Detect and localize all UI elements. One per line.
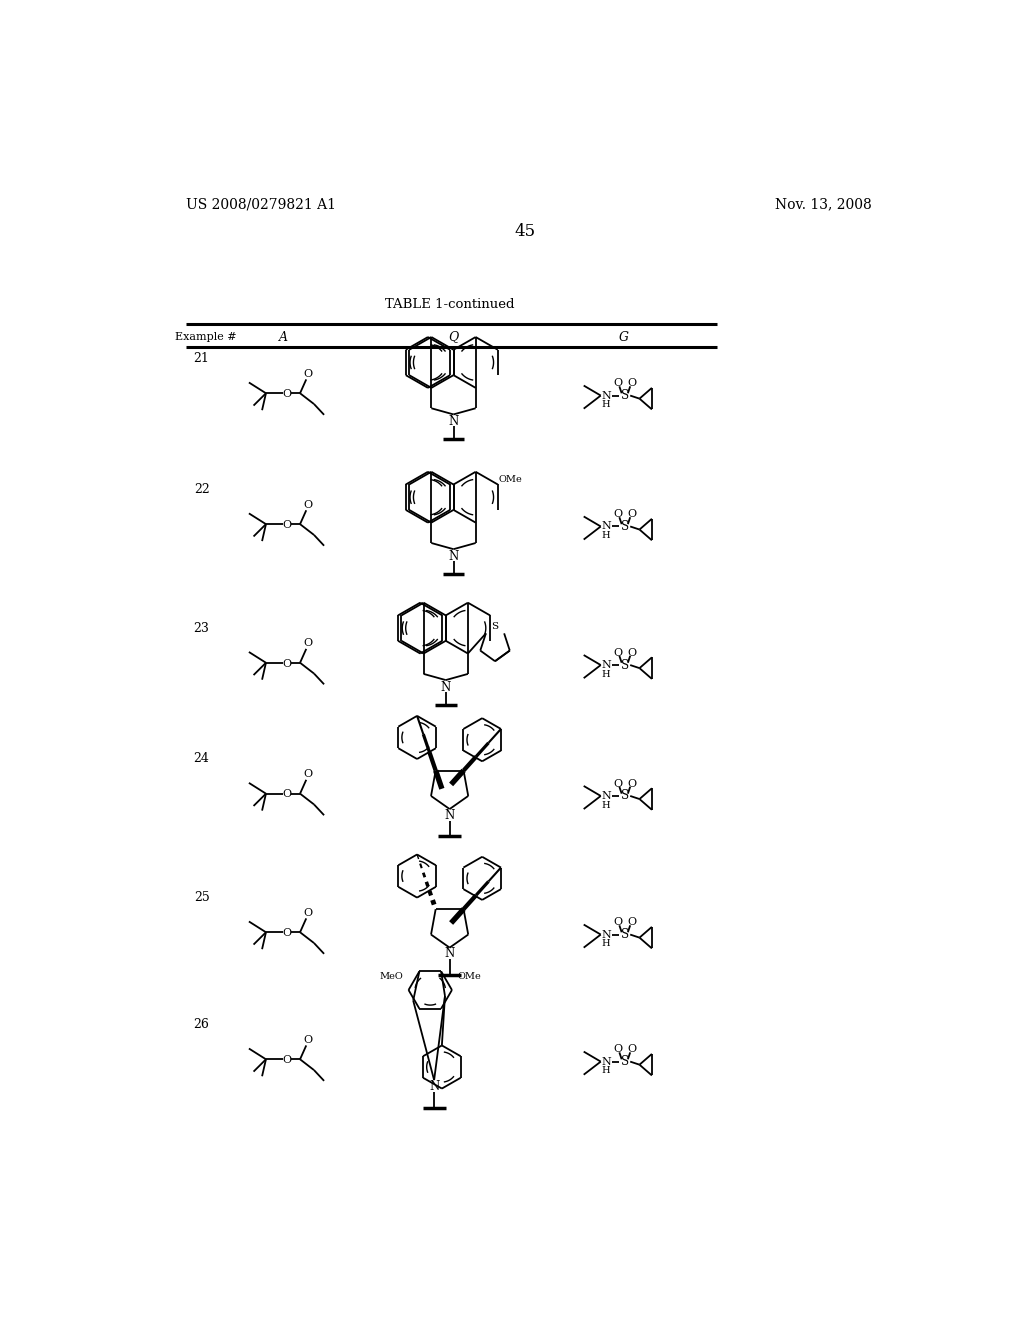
Text: N: N [601, 929, 611, 940]
Text: N: N [601, 791, 611, 801]
Text: 22: 22 [194, 483, 210, 496]
Text: G: G [618, 330, 629, 343]
Text: H: H [602, 1067, 610, 1076]
Text: O: O [303, 908, 312, 917]
Text: H: H [602, 400, 610, 409]
Text: 24: 24 [194, 752, 210, 766]
Text: O: O [303, 1035, 312, 1045]
Text: O: O [283, 520, 292, 529]
Text: O: O [283, 389, 292, 399]
Text: Example #: Example # [175, 333, 237, 342]
Text: N: N [429, 1080, 439, 1093]
Text: N: N [440, 681, 451, 693]
Text: N: N [601, 660, 611, 671]
Text: 26: 26 [194, 1018, 210, 1031]
Text: N: N [444, 948, 455, 961]
Text: H: H [602, 801, 610, 809]
Text: A: A [279, 330, 288, 343]
Text: N: N [444, 809, 455, 822]
Text: 45: 45 [514, 223, 536, 240]
Text: O: O [627, 510, 636, 519]
Text: H: H [602, 531, 610, 540]
Text: O: O [613, 1044, 623, 1055]
Text: 25: 25 [194, 891, 210, 904]
Text: O: O [283, 1055, 292, 1065]
Text: O: O [627, 779, 636, 788]
Text: 21: 21 [194, 352, 210, 366]
Text: S: S [621, 928, 629, 941]
Text: MeO: MeO [380, 972, 403, 981]
Text: O: O [627, 379, 636, 388]
Text: Q: Q [449, 330, 459, 343]
Text: O: O [613, 779, 623, 788]
Text: H: H [602, 669, 610, 678]
Text: O: O [303, 639, 312, 648]
Text: O: O [283, 928, 292, 939]
Text: O: O [303, 500, 312, 510]
Text: N: N [449, 414, 459, 428]
Text: Nov. 13, 2008: Nov. 13, 2008 [775, 198, 872, 211]
Text: S: S [621, 1055, 629, 1068]
Text: S: S [621, 389, 629, 403]
Text: N: N [601, 1056, 611, 1067]
Text: S: S [621, 789, 629, 803]
Text: N: N [601, 391, 611, 400]
Text: TABLE 1-continued: TABLE 1-continued [385, 298, 514, 312]
Text: O: O [613, 648, 623, 657]
Text: O: O [283, 659, 292, 668]
Text: H: H [602, 940, 610, 948]
Text: O: O [627, 648, 636, 657]
Text: S: S [621, 659, 629, 672]
Text: O: O [627, 917, 636, 927]
Text: 23: 23 [194, 622, 210, 635]
Text: S: S [621, 520, 629, 533]
Text: O: O [303, 770, 312, 779]
Text: O: O [303, 370, 312, 379]
Text: OMe: OMe [457, 972, 481, 981]
Text: N: N [601, 521, 611, 532]
Text: S: S [492, 622, 499, 631]
Text: O: O [613, 510, 623, 519]
Text: O: O [613, 917, 623, 927]
Text: O: O [627, 1044, 636, 1055]
Text: O: O [283, 789, 292, 800]
Text: N: N [449, 549, 459, 562]
Text: OMe: OMe [499, 475, 522, 484]
Text: US 2008/0279821 A1: US 2008/0279821 A1 [186, 198, 336, 211]
Text: O: O [613, 379, 623, 388]
